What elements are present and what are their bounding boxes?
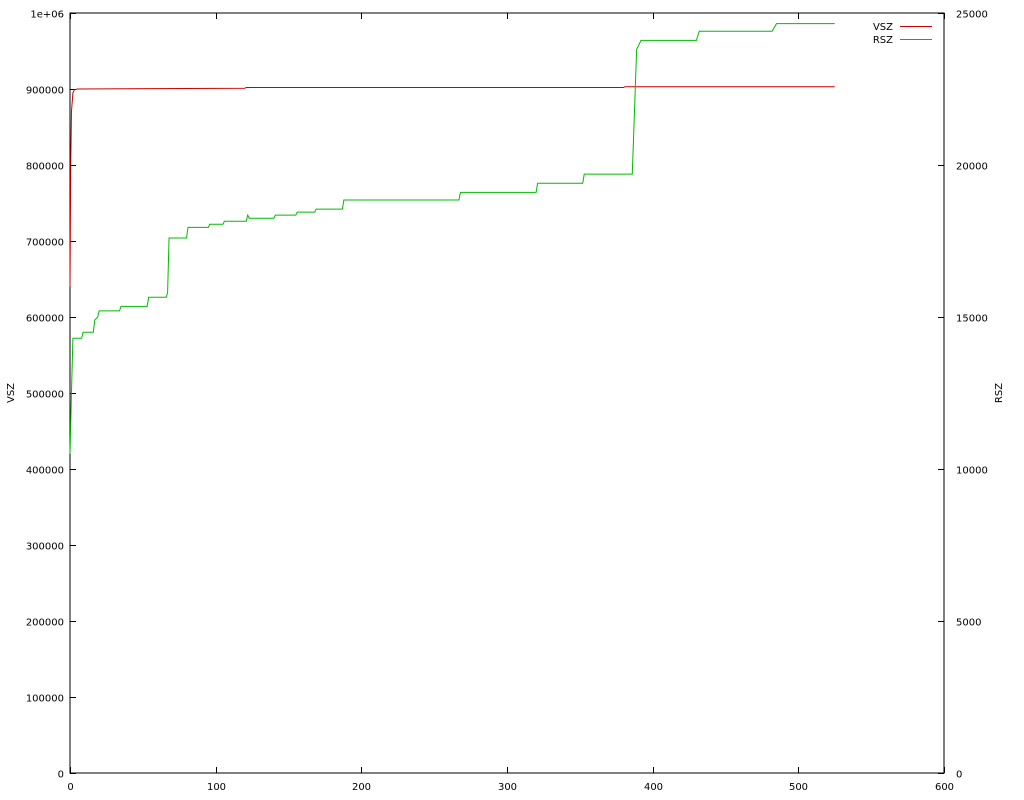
x-tick-label: 500 [789, 782, 808, 793]
y-tick-label: 500000 [26, 390, 64, 401]
y2-tick-label: 15000 [956, 314, 988, 325]
legend-label-vsz: VSZ [873, 22, 893, 33]
x-tick-label: 100 [207, 782, 226, 793]
x-tick-label: 300 [498, 782, 517, 793]
x-tick-label: 200 [352, 782, 371, 793]
y-tick-label: 200000 [26, 618, 64, 629]
y-axis-title: VSZ [6, 383, 17, 403]
y-tick-label: 900000 [26, 86, 64, 97]
y-tick-label: 1e+06 [30, 10, 64, 21]
y2-axis-title: RSZ [994, 383, 1005, 403]
y-tick-label: 600000 [26, 314, 64, 325]
legend: VSZ RSZ [873, 22, 932, 46]
y-tick-label: 700000 [26, 238, 64, 249]
y2-tick-label: 10000 [956, 466, 988, 477]
y2-tick-label: 25000 [956, 10, 988, 21]
x-tick-label: 600 [935, 782, 954, 793]
series-line-vsz [69, 86, 835, 287]
y2-tick-label: 5000 [956, 618, 981, 629]
y-tick-label: 100000 [26, 694, 64, 705]
legend-label-rsz: RSZ [873, 35, 893, 46]
plot-border [69, 12, 945, 774]
y-tick-label: 800000 [26, 162, 64, 173]
y-tick-label: 300000 [26, 542, 64, 553]
y2-tick-label: 20000 [956, 162, 988, 173]
series-line-rsz [69, 23, 835, 454]
x-tick-label: 400 [644, 782, 663, 793]
plot-area: 0 100 200 300 400 500 600010000020000030000040… [26, 10, 988, 794]
y-tick-label: 0 [58, 770, 64, 781]
x-tick-label: 0 [67, 782, 73, 793]
y2-tick-label: 0 [956, 770, 962, 781]
y-tick-label: 400000 [26, 466, 64, 477]
